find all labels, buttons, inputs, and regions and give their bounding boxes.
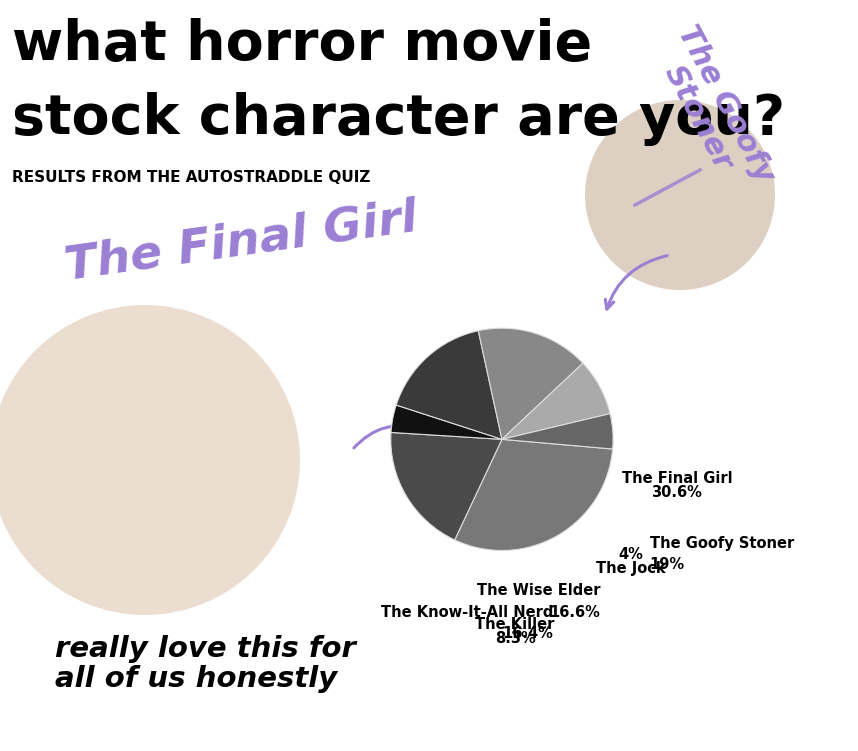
Wedge shape: [390, 433, 502, 540]
Text: The Jock: The Jock: [596, 560, 666, 575]
Text: The Wise Elder: The Wise Elder: [477, 583, 601, 598]
Text: The Final Girl: The Final Girl: [621, 471, 732, 486]
Wedge shape: [478, 328, 583, 439]
Wedge shape: [502, 363, 610, 439]
Text: 4%: 4%: [619, 547, 644, 562]
Text: The Killer: The Killer: [475, 617, 555, 632]
Text: really love this for: really love this for: [55, 635, 356, 663]
Text: 8.3%: 8.3%: [495, 631, 535, 646]
Text: 19%: 19%: [650, 557, 685, 572]
Circle shape: [585, 100, 775, 290]
Text: 16.6%: 16.6%: [550, 605, 601, 620]
Text: The Know-It-All Nerd: The Know-It-All Nerd: [381, 605, 553, 620]
Wedge shape: [455, 439, 613, 550]
Text: what horror movie: what horror movie: [12, 18, 592, 72]
Wedge shape: [396, 330, 502, 439]
Text: RESULTS FROM THE AUTOSTRADDLE QUIZ: RESULTS FROM THE AUTOSTRADDLE QUIZ: [12, 170, 371, 185]
Text: 16.4%: 16.4%: [503, 626, 553, 641]
Wedge shape: [391, 405, 502, 439]
Text: 30.6%: 30.6%: [651, 485, 703, 500]
Text: stock character are you?: stock character are you?: [12, 92, 785, 146]
Text: The Final Girl: The Final Girl: [62, 195, 420, 289]
Circle shape: [0, 305, 300, 615]
Wedge shape: [502, 414, 613, 449]
Text: The Goofy
Stoner: The Goofy Stoner: [644, 20, 779, 202]
Text: all of us honestly: all of us honestly: [55, 665, 337, 693]
Text: The Goofy Stoner: The Goofy Stoner: [650, 535, 794, 550]
